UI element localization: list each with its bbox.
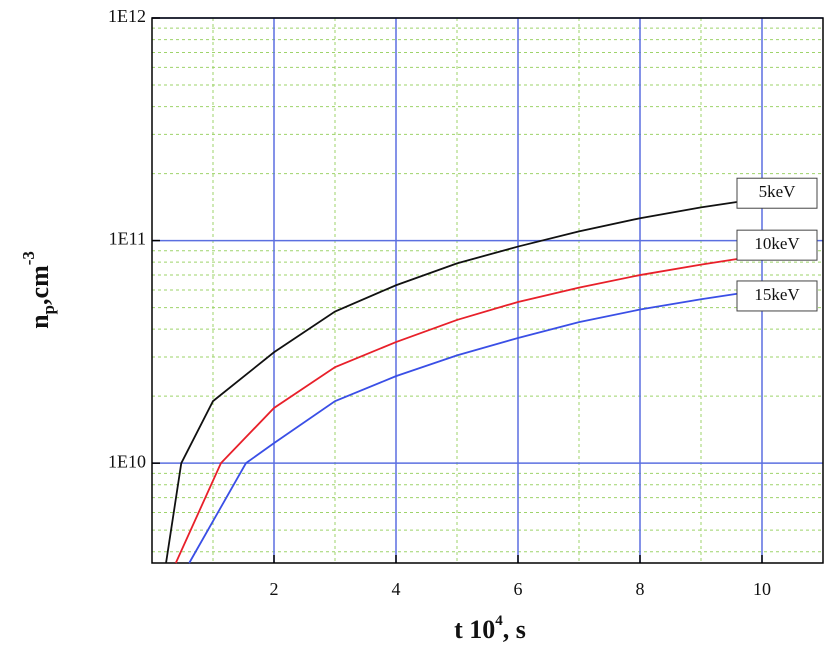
x-label-sup: 4 — [495, 613, 503, 629]
x-label-part: t 10 — [454, 615, 495, 644]
x-axis-label: t 104, s — [454, 613, 526, 644]
series-line — [174, 254, 763, 564]
y-tick-label: 1E12 — [108, 6, 146, 26]
series-label: 10keV — [754, 234, 800, 253]
x-tick-label: 10 — [753, 579, 771, 599]
y-label-sub: p — [39, 305, 58, 314]
x-tick-label: 8 — [636, 579, 645, 599]
x-tick-label: 6 — [514, 579, 523, 599]
series-label: 5keV — [759, 182, 797, 201]
y-label-part: n — [25, 314, 54, 329]
y-axis-label: np,cm-3 — [19, 251, 58, 329]
y-tick-label: 1E11 — [109, 229, 146, 249]
x-tick-label: 4 — [392, 579, 401, 599]
label-box — [736, 177, 818, 209]
y-label-sup: -3 — [19, 251, 38, 265]
label-box — [736, 229, 818, 261]
x-label-part: , s — [503, 615, 526, 644]
series-line — [188, 289, 763, 564]
y-tick-label: 1E10 — [108, 451, 146, 471]
y-label-part: ,cm — [25, 265, 54, 305]
x-tick-label: 2 — [270, 579, 279, 599]
series-label: 15keV — [754, 285, 800, 304]
label-box — [736, 280, 818, 312]
series-line — [165, 197, 763, 564]
plot-frame — [151, 17, 824, 564]
